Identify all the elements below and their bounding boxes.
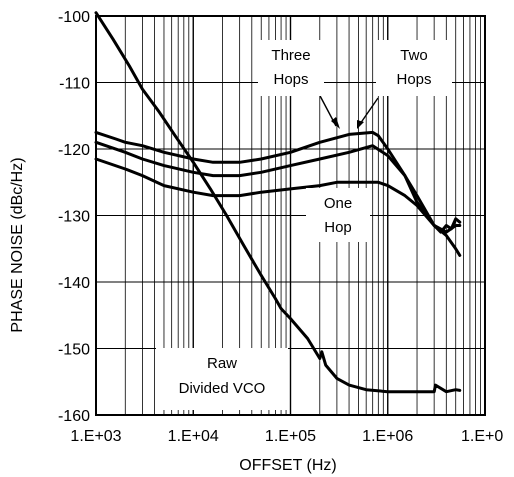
series-line-three-hops [94, 130, 462, 234]
y-axis-label: PHASE NOISE (dBc/Hz) [9, 157, 26, 332]
y-tick-label: -100 [58, 9, 90, 26]
series-line-raw [94, 11, 462, 394]
series-group [94, 11, 462, 394]
axes: -160 -150 -140 -130 -120 -110 -100 1.E+03 1.E+04… [58, 9, 503, 445]
annotation-box-two [376, 40, 452, 96]
annotation-text-three: Three [271, 47, 310, 64]
arrowhead [331, 117, 340, 129]
annotation-text-one: One [324, 195, 352, 212]
annotation-box-three [258, 40, 324, 96]
series-line-one-hop [94, 157, 462, 257]
arrowhead [357, 120, 364, 129]
annotation-text-two: Hops [396, 71, 431, 88]
annotations: Three Hops Two Hops One Hop Raw Divided VCO [156, 40, 452, 410]
annotation-text-raw: Divided VCO [179, 380, 266, 397]
annotation-text-raw: Raw [207, 355, 237, 372]
y-tick-label: -120 [58, 142, 90, 159]
annotation-text-two: Two [400, 47, 428, 64]
x-tick-label: 1.E+0 [461, 428, 503, 445]
x-tick-label: 1.E+06 [362, 428, 413, 445]
y-tick-label: -130 [58, 209, 90, 226]
annotation-text-one: Hop [324, 219, 352, 236]
annotation-text-three: Hops [273, 71, 308, 88]
annotation-arrow [359, 97, 379, 125]
plot-frame [95, 15, 486, 416]
x-tick-label: 1.E+04 [168, 428, 219, 445]
x-tick-label: 1.E+05 [265, 428, 316, 445]
y-tick-label: -140 [58, 275, 90, 292]
y-tick-label: -160 [58, 408, 90, 425]
x-tick-label: 1.E+03 [70, 428, 121, 445]
x-axis-label: OFFSET (Hz) [239, 457, 336, 474]
y-tick-label: -110 [59, 76, 90, 93]
annotation-box-raw [156, 348, 288, 410]
annotation-box-one [306, 188, 370, 242]
y-tick-label: -150 [58, 342, 90, 359]
